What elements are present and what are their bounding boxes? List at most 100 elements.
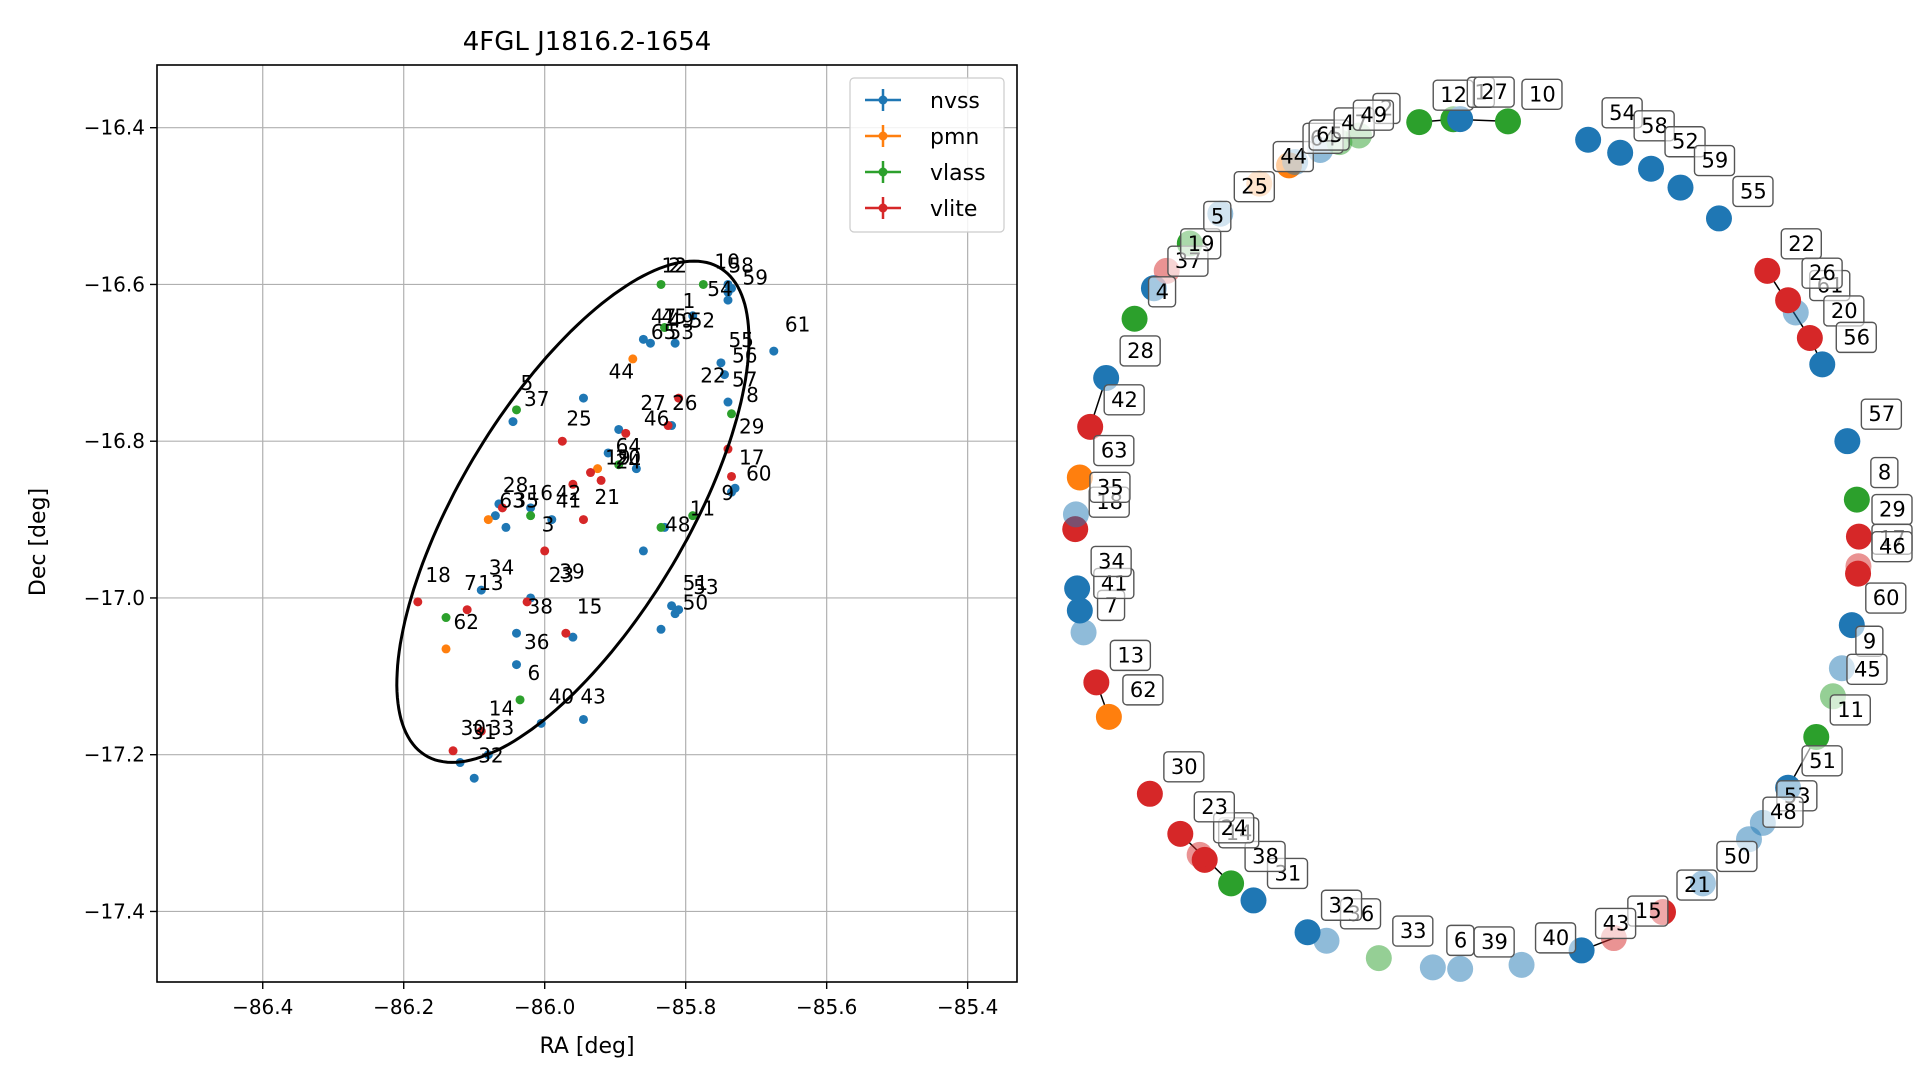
point-vlite xyxy=(448,746,458,756)
point-label: 53 xyxy=(693,575,718,599)
ring-label: 48 xyxy=(1770,800,1797,824)
ring-label: 23 xyxy=(1201,795,1228,819)
point-vlass xyxy=(656,522,666,532)
ring-label: 55 xyxy=(1740,179,1767,203)
point-vlass xyxy=(614,460,624,470)
point-vlass xyxy=(660,323,670,333)
ring-label-box xyxy=(1352,99,1395,131)
ring-label-box xyxy=(1193,791,1236,823)
point-nvss xyxy=(645,338,655,348)
ring-node xyxy=(1607,139,1634,166)
ring-label: 13 xyxy=(1117,643,1144,667)
point-nvss xyxy=(568,632,578,642)
legend-dot xyxy=(878,131,888,141)
ring-label: 4 xyxy=(1156,280,1169,304)
point-label: 13 xyxy=(478,571,503,595)
ring-label: 20 xyxy=(1831,299,1858,323)
point-nvss xyxy=(730,483,740,493)
point-nvss xyxy=(769,346,779,356)
point-nvss xyxy=(578,714,588,724)
ring-label-box xyxy=(1392,915,1434,947)
ring-label: 12 xyxy=(1440,83,1467,107)
ring-node xyxy=(1754,257,1781,284)
point-vlite xyxy=(621,428,631,438)
ring-label-box xyxy=(1870,456,1899,489)
y-ticks: −16.4 −16.6 −16.8 −17.0 −17.2 −17.4 xyxy=(84,116,157,923)
point-vlite xyxy=(476,726,486,736)
ring-label: 39 xyxy=(1481,930,1508,954)
point-label: 1 xyxy=(683,289,696,313)
ring-node xyxy=(1240,887,1267,914)
ring-label-box xyxy=(1521,78,1563,111)
ring-node xyxy=(1508,951,1535,978)
ring-label: 42 xyxy=(1111,388,1138,412)
point-nvss xyxy=(719,370,729,380)
ring-label: 45 xyxy=(1854,657,1881,681)
ring-node xyxy=(1167,820,1194,847)
ring-label: 7 xyxy=(1105,593,1118,617)
ring-label-box xyxy=(1860,398,1903,430)
error-ellipse xyxy=(395,259,751,764)
ring-node xyxy=(1419,954,1446,981)
x-axis-label: RA [deg] xyxy=(539,1034,634,1059)
point-vlite xyxy=(578,515,588,525)
point-nvss xyxy=(508,417,518,427)
ring-label: 35 xyxy=(1097,475,1124,499)
ring-label-box xyxy=(1244,840,1286,873)
ring-label: 15 xyxy=(1635,899,1662,923)
point-label: 39 xyxy=(559,559,584,583)
ring-label: 25 xyxy=(1241,175,1268,199)
y-axis-label: Dec [deg] xyxy=(26,488,51,596)
ring-node xyxy=(1365,945,1392,972)
x-tick-label: −86.2 xyxy=(373,995,434,1019)
point-label: 38 xyxy=(528,595,553,619)
point-vlite xyxy=(557,436,567,446)
ring-label: 5 xyxy=(1211,204,1224,228)
point-nvss xyxy=(638,334,648,344)
point-label: 59 xyxy=(743,265,768,289)
point-vlite xyxy=(727,471,737,481)
x-tick-label: −86.0 xyxy=(514,995,575,1019)
point-vlass xyxy=(441,613,451,623)
point-vlite xyxy=(663,421,673,431)
ring-node xyxy=(1083,669,1110,696)
y-tick-label: −17.2 xyxy=(84,743,145,767)
ring-label-box xyxy=(1180,228,1222,260)
ring-label: 11 xyxy=(1837,698,1864,722)
ring-label-box xyxy=(1163,751,1205,783)
point-label: 10 xyxy=(714,250,739,274)
x-ticks: −86.4 −86.2 −86.0 −85.8 −85.6 −85.4 xyxy=(232,982,998,1019)
ring-label-box xyxy=(1233,171,1276,203)
point-vlite xyxy=(497,503,507,513)
point-label: 36 xyxy=(524,630,549,654)
ring-node xyxy=(1667,174,1694,201)
ring-label-box xyxy=(1473,76,1515,108)
point-vlite xyxy=(674,393,684,403)
point-label: 65 xyxy=(651,320,676,344)
ring-panel: 2121102754585259552261262056578291746609… xyxy=(1062,76,1913,982)
point-label: 64 xyxy=(616,434,641,458)
point-label: 52 xyxy=(690,308,715,332)
ring-label-box xyxy=(1732,175,1774,208)
legend-label-vlass: vlass xyxy=(930,161,986,186)
point-label: 28 xyxy=(503,473,528,497)
ring-node xyxy=(1066,597,1093,624)
point-label: 45 xyxy=(661,305,686,329)
point-label: 2 xyxy=(669,254,682,278)
ring-node xyxy=(1494,108,1521,135)
point-vlite xyxy=(522,597,532,607)
ring-label: 40 xyxy=(1543,926,1570,950)
point-label: 19 xyxy=(605,446,630,470)
ring-label-box xyxy=(1594,907,1637,940)
point-vlass xyxy=(512,405,522,415)
point-nvss xyxy=(688,311,698,321)
ring-label: 60 xyxy=(1873,586,1900,610)
point-nvss xyxy=(723,287,733,297)
ring-label: 46 xyxy=(1879,535,1906,559)
ring-node xyxy=(1575,126,1602,153)
y-tick-label: −16.8 xyxy=(84,429,145,453)
ring-label: 63 xyxy=(1101,439,1128,463)
y-tick-label: −17.4 xyxy=(84,899,145,923)
point-label: 41 xyxy=(556,489,581,513)
point-vlass xyxy=(688,511,698,521)
